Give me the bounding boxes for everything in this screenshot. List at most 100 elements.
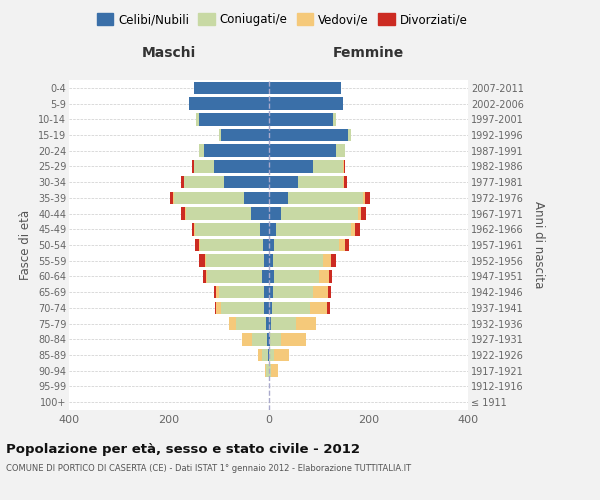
Bar xyxy=(313,286,328,298)
Bar xyxy=(269,208,281,220)
Bar xyxy=(274,270,319,282)
Bar xyxy=(343,176,344,188)
Bar xyxy=(244,192,269,204)
Bar xyxy=(269,348,274,362)
Bar xyxy=(266,318,269,330)
Bar xyxy=(358,208,361,220)
Bar xyxy=(229,318,236,330)
Bar xyxy=(274,286,313,298)
Bar xyxy=(181,208,185,220)
Bar xyxy=(344,160,346,172)
Bar xyxy=(263,286,269,298)
Bar xyxy=(195,223,260,235)
Bar xyxy=(266,364,269,377)
Bar xyxy=(296,318,316,330)
Text: COMUNE DI PORTICO DI CASERTA (CE) - Dati ISTAT 1° gennaio 2012 - Elaborazione TU: COMUNE DI PORTICO DI CASERTA (CE) - Dati… xyxy=(6,464,411,473)
Bar xyxy=(334,113,336,126)
Bar xyxy=(194,82,269,94)
Bar xyxy=(196,113,199,126)
Bar xyxy=(199,254,205,267)
Bar xyxy=(216,286,218,298)
Bar xyxy=(344,176,347,188)
Bar xyxy=(269,364,271,377)
Bar xyxy=(215,302,216,314)
Bar xyxy=(199,113,269,126)
Bar xyxy=(267,333,269,345)
Bar xyxy=(173,192,174,204)
Bar xyxy=(313,160,343,172)
Bar xyxy=(251,208,269,220)
Bar xyxy=(199,144,203,157)
Bar xyxy=(361,208,366,220)
Bar xyxy=(346,238,349,252)
Text: Popolazione per età, sesso e stato civile - 2012: Popolazione per età, sesso e stato civil… xyxy=(6,442,360,456)
Bar xyxy=(269,113,334,126)
Bar xyxy=(260,223,269,235)
Y-axis label: Fasce di età: Fasce di età xyxy=(19,210,32,280)
Bar xyxy=(214,286,216,298)
Bar xyxy=(203,144,269,157)
Bar xyxy=(184,176,224,188)
Bar xyxy=(343,160,344,172)
Bar xyxy=(281,208,358,220)
Bar xyxy=(218,128,221,141)
Bar xyxy=(218,286,263,298)
Bar xyxy=(355,223,360,235)
Bar xyxy=(194,160,214,172)
Bar xyxy=(363,192,365,204)
Bar xyxy=(263,302,269,314)
Bar xyxy=(269,270,274,282)
Bar xyxy=(269,128,348,141)
Bar xyxy=(199,238,200,252)
Bar xyxy=(271,364,278,377)
Bar xyxy=(310,302,328,314)
Bar xyxy=(194,223,195,235)
Bar xyxy=(269,192,289,204)
Text: Femmine: Femmine xyxy=(332,46,404,60)
Bar xyxy=(186,208,251,220)
Bar xyxy=(272,302,310,314)
Bar xyxy=(269,82,341,94)
Bar xyxy=(257,348,262,362)
Bar xyxy=(269,254,274,267)
Bar xyxy=(216,302,221,314)
Bar xyxy=(269,144,336,157)
Text: Maschi: Maschi xyxy=(142,46,196,60)
Bar xyxy=(336,144,345,157)
Bar xyxy=(170,192,173,204)
Bar xyxy=(328,302,330,314)
Bar xyxy=(348,128,351,141)
Bar xyxy=(206,270,207,282)
Bar xyxy=(269,302,272,314)
Bar xyxy=(269,286,274,298)
Bar xyxy=(269,318,271,330)
Bar xyxy=(365,192,370,204)
Bar xyxy=(276,223,351,235)
Bar xyxy=(207,270,262,282)
Bar xyxy=(252,333,267,345)
Bar xyxy=(195,238,199,252)
Bar xyxy=(269,238,274,252)
Bar xyxy=(271,318,296,330)
Bar xyxy=(298,176,343,188)
Bar xyxy=(203,270,206,282)
Bar xyxy=(206,254,263,267)
Bar xyxy=(269,223,276,235)
Bar xyxy=(185,208,186,220)
Bar xyxy=(262,348,268,362)
Bar xyxy=(200,238,263,252)
Bar xyxy=(289,192,363,204)
Bar xyxy=(224,176,269,188)
Bar xyxy=(269,98,343,110)
Bar xyxy=(351,223,355,235)
Bar xyxy=(269,333,270,345)
Y-axis label: Anni di nascita: Anni di nascita xyxy=(532,202,545,288)
Bar xyxy=(221,128,269,141)
Bar xyxy=(192,160,194,172)
Bar xyxy=(214,160,269,172)
Bar xyxy=(269,176,298,188)
Bar xyxy=(263,238,269,252)
Bar xyxy=(328,286,331,298)
Bar xyxy=(274,348,289,362)
Bar xyxy=(174,192,244,204)
